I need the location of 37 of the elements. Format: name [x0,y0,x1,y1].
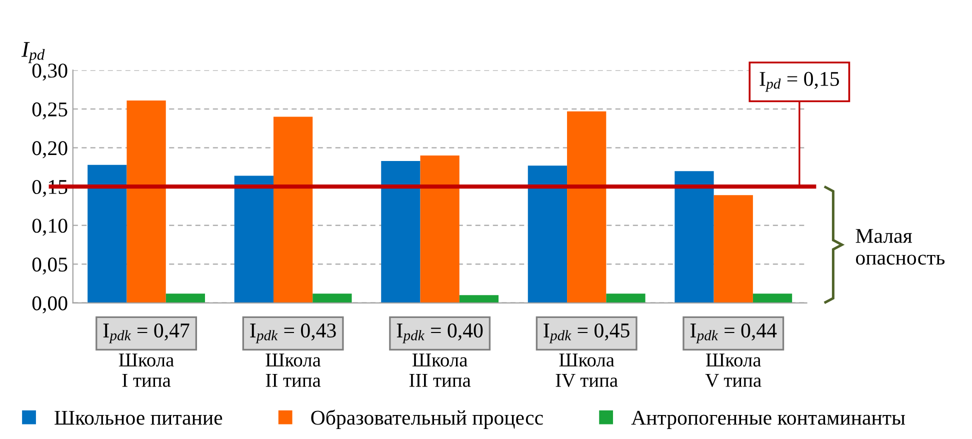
bar [381,160,420,303]
x-tick-label: Школа III типа [409,354,471,387]
bar [752,294,792,303]
text: I$_{pdk}$ = 0,45 [544,323,630,344]
y-tick-label: 0,30 [32,64,68,81]
y-axis-title: I$_{pd}$ [21,42,45,64]
text: I$_{pdk}$ = 0,43 [250,323,336,344]
legend-label: Школьное питание [54,410,222,425]
bar [606,294,646,303]
x-tick-label: Школа II типа [266,354,321,387]
bar [88,164,127,303]
ref-line-label: I$_{pd}$ = 0,15 [760,72,839,92]
bar [126,100,166,303]
bar [459,295,499,303]
text: Малая опасность [856,229,945,265]
bar [234,176,274,303]
y-tick-label: 0,10 [32,218,68,236]
bar [420,156,460,303]
y-tick-label: 0,20 [32,141,68,158]
text: I$_{pdk}$ = 0,47 [103,323,190,344]
bar [312,294,352,303]
x-tick-label: Школа V типа [705,354,762,388]
legend-label: Антропогенные контаминанты [631,410,906,430]
text: I$_{pdk}$ = 0,40 [396,323,483,344]
bar [166,294,205,303]
bar [567,111,606,303]
y-tick-label: 0,05 [32,258,68,275]
bar [674,171,714,303]
bar [714,195,753,303]
bar [273,116,313,303]
x-tick-label: Школа IV типа [556,354,618,388]
legend-label: Образовательный процесс [311,410,543,430]
y-tick-label: 0,25 [32,102,68,120]
text: I$_{pdk}$ = 0,44 [690,323,777,344]
x-tick-label: Школа I типа [118,354,174,387]
bar [528,166,568,303]
y-tick-label: 0,00 [32,296,68,314]
